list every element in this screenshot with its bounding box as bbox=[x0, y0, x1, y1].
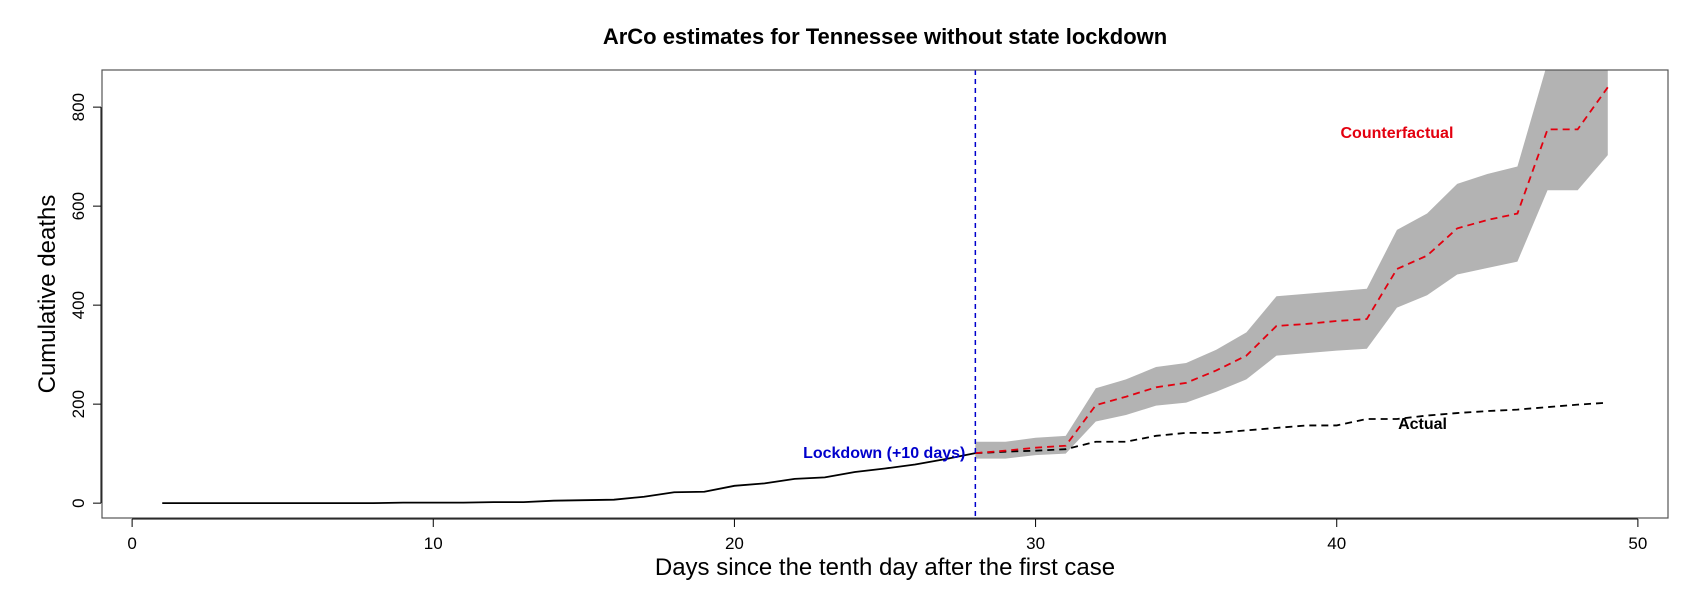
x-tick-label: 0 bbox=[127, 534, 136, 553]
x-axis-label: Days since the tenth day after the first… bbox=[655, 554, 1115, 581]
annotations: Lockdown (+10 days) Counterfactual Actual bbox=[803, 125, 1453, 462]
confidence-band bbox=[975, 70, 1608, 459]
counterfactual-label: Counterfactual bbox=[1341, 125, 1454, 142]
series-line-observed bbox=[162, 452, 976, 505]
series-line-actual bbox=[975, 401, 1608, 455]
y-tick-label: 200 bbox=[69, 390, 88, 418]
x-axis: 0 10 20 30 40 50 bbox=[127, 518, 1647, 553]
x-tick-label: 20 bbox=[725, 534, 744, 553]
y-axis-label: Cumulative deaths bbox=[34, 195, 61, 394]
x-tick-label: 30 bbox=[1026, 534, 1045, 553]
series-line-counterfactual bbox=[975, 86, 1609, 455]
plot-area bbox=[162, 70, 1609, 518]
chart-title: ArCo estimates for Tennessee without sta… bbox=[603, 24, 1167, 49]
y-tick-label: 0 bbox=[69, 498, 88, 507]
x-tick-label: 10 bbox=[424, 534, 443, 553]
y-tick-label: 800 bbox=[69, 93, 88, 121]
y-axis: 0 200 400 600 800 bbox=[69, 93, 102, 508]
plot-frame bbox=[101, 69, 1669, 519]
y-tick-label: 600 bbox=[69, 192, 88, 220]
x-tick-label: 40 bbox=[1327, 534, 1346, 553]
lockdown-label: Lockdown (+10 days) bbox=[803, 445, 965, 462]
actual-label: Actual bbox=[1398, 416, 1447, 433]
x-tick-label: 50 bbox=[1628, 534, 1647, 553]
y-tick-label: 400 bbox=[69, 291, 88, 319]
